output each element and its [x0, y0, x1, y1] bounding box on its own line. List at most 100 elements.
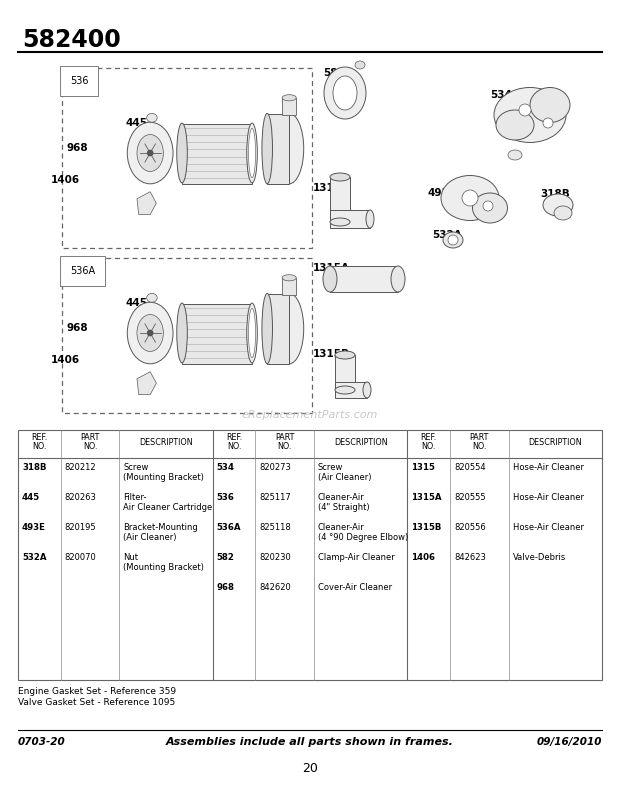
Text: Valve-Debris: Valve-Debris: [513, 553, 566, 562]
Circle shape: [519, 104, 531, 116]
Text: 820230: 820230: [260, 553, 291, 562]
Text: 318B: 318B: [22, 463, 46, 472]
Bar: [18, 430, 602, 680]
Ellipse shape: [147, 294, 157, 302]
Text: Filter-: Filter-: [123, 493, 147, 502]
Bar: [182, 124, 252, 184]
Circle shape: [448, 235, 458, 245]
Text: 1406: 1406: [411, 553, 435, 562]
Ellipse shape: [330, 173, 350, 181]
Text: 820195: 820195: [65, 523, 97, 532]
Ellipse shape: [127, 302, 173, 364]
Bar: [267, 114, 289, 184]
Bar: [282, 277, 296, 295]
Text: eReplacementParts.com: eReplacementParts.com: [242, 410, 378, 420]
Text: Hose-Air Cleaner: Hose-Air Cleaner: [513, 493, 583, 502]
Text: 820212: 820212: [65, 463, 97, 472]
Text: REF.: REF.: [420, 433, 437, 442]
Ellipse shape: [530, 87, 570, 123]
Ellipse shape: [147, 113, 157, 122]
Ellipse shape: [324, 67, 366, 119]
Text: 1315: 1315: [313, 183, 342, 193]
Text: NO.: NO.: [83, 442, 97, 451]
Ellipse shape: [249, 128, 255, 177]
Text: (Air Cleaner): (Air Cleaner): [318, 473, 371, 482]
Text: Cleaner-Air: Cleaner-Air: [318, 523, 365, 532]
Ellipse shape: [443, 232, 463, 248]
Text: 582: 582: [323, 68, 345, 78]
Text: NO.: NO.: [278, 442, 292, 451]
Text: 536A: 536A: [216, 523, 241, 532]
Text: PART: PART: [470, 433, 489, 442]
Ellipse shape: [335, 386, 355, 394]
Ellipse shape: [127, 122, 173, 184]
Ellipse shape: [554, 206, 572, 220]
Text: REF.: REF.: [31, 433, 48, 442]
Text: 1406: 1406: [51, 355, 80, 365]
Text: Bracket-Mounting: Bracket-Mounting: [123, 523, 198, 532]
Bar: [62, 258, 312, 413]
Text: DESCRIPTION: DESCRIPTION: [139, 438, 193, 447]
Ellipse shape: [247, 123, 257, 183]
Ellipse shape: [247, 303, 257, 363]
Text: 445: 445: [126, 298, 148, 308]
Polygon shape: [137, 371, 156, 395]
Text: NO.: NO.: [227, 442, 241, 451]
Text: (Mounting Bracket): (Mounting Bracket): [123, 473, 204, 482]
Ellipse shape: [363, 382, 371, 398]
Text: Clamp-Air Cleaner: Clamp-Air Cleaner: [318, 553, 395, 562]
Ellipse shape: [177, 123, 187, 183]
Text: Screw: Screw: [123, 463, 149, 472]
Ellipse shape: [441, 176, 499, 221]
Circle shape: [462, 190, 478, 206]
Bar: [335, 355, 355, 390]
Ellipse shape: [275, 294, 304, 364]
Polygon shape: [137, 192, 156, 215]
Text: PART: PART: [275, 433, 294, 442]
Text: DESCRIPTION: DESCRIPTION: [334, 438, 388, 447]
Text: (Air Cleaner): (Air Cleaner): [123, 533, 177, 542]
Ellipse shape: [472, 193, 508, 223]
Ellipse shape: [508, 150, 522, 160]
Text: NO.: NO.: [422, 442, 436, 451]
Text: Nut: Nut: [123, 553, 138, 562]
Text: 493E: 493E: [22, 523, 46, 532]
Text: 09/16/2010: 09/16/2010: [536, 737, 602, 747]
Ellipse shape: [323, 266, 337, 292]
Ellipse shape: [355, 61, 365, 69]
Text: REF.: REF.: [226, 433, 242, 442]
Text: 532A: 532A: [22, 553, 46, 562]
Text: 20: 20: [302, 762, 318, 775]
Text: Hose-Air Cleaner: Hose-Air Cleaner: [513, 523, 583, 532]
Text: 842623: 842623: [454, 553, 486, 562]
Text: 968: 968: [66, 323, 88, 333]
Text: 1315: 1315: [411, 463, 435, 472]
Bar: [182, 304, 252, 364]
Text: 1315A: 1315A: [313, 263, 350, 273]
Text: 582: 582: [216, 553, 234, 562]
Text: Engine Gasket Set - Reference 359: Engine Gasket Set - Reference 359: [18, 687, 176, 696]
Text: 968: 968: [66, 143, 88, 153]
Text: 1315B: 1315B: [313, 349, 350, 359]
Text: (4 °90 Degree Elbow): (4 °90 Degree Elbow): [318, 533, 408, 542]
Text: 536: 536: [70, 76, 89, 86]
Text: 1406: 1406: [51, 175, 80, 185]
Ellipse shape: [330, 218, 350, 226]
Ellipse shape: [543, 194, 573, 216]
Text: 493E: 493E: [428, 188, 457, 198]
Text: 968: 968: [216, 583, 234, 592]
Text: 820554: 820554: [454, 463, 486, 472]
Text: Hose-Air Cleaner: Hose-Air Cleaner: [513, 463, 583, 472]
Text: (Mounting Bracket): (Mounting Bracket): [123, 563, 204, 572]
Text: PART: PART: [81, 433, 100, 442]
Text: Air Cleaner Cartridge: Air Cleaner Cartridge: [123, 503, 213, 512]
Bar: [335, 382, 367, 398]
Text: 820273: 820273: [260, 463, 291, 472]
Ellipse shape: [366, 210, 374, 228]
Text: 445: 445: [126, 118, 148, 128]
Ellipse shape: [249, 308, 255, 358]
Text: 820070: 820070: [65, 553, 97, 562]
Text: DESCRIPTION: DESCRIPTION: [528, 438, 582, 447]
Text: 534: 534: [490, 90, 512, 100]
Text: 445: 445: [22, 493, 40, 502]
